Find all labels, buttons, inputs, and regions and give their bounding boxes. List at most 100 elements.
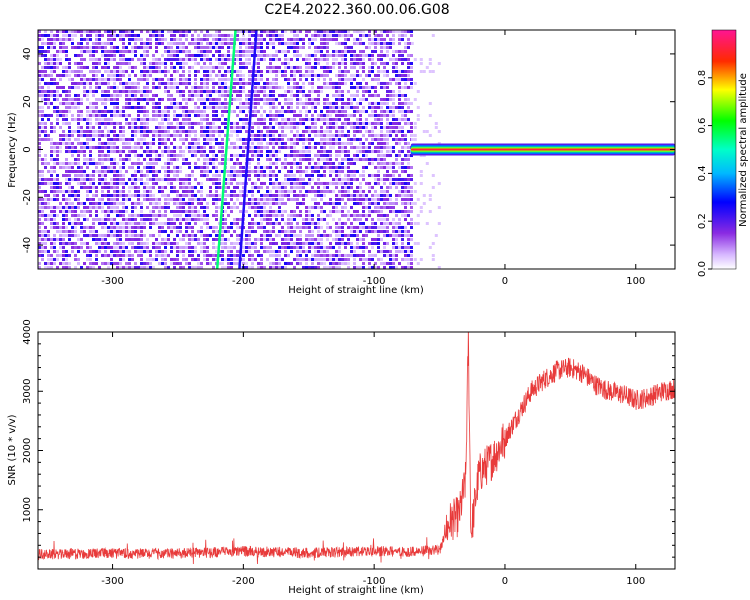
spectrogram-cell <box>263 54 266 57</box>
spectrogram-cell <box>293 158 296 161</box>
spectrogram-cell <box>272 262 275 265</box>
spectrogram-cell <box>287 102 290 105</box>
spectrogram-cell <box>110 114 113 117</box>
spectrogram-cell <box>176 170 179 173</box>
spectrogram-cell <box>371 54 374 57</box>
spectrogram-cell <box>305 250 308 253</box>
spectrogram-cell <box>131 50 134 53</box>
spectrogram-cell <box>113 34 116 37</box>
spectrogram-cell <box>194 146 197 149</box>
spectrogram-cell <box>47 50 50 53</box>
spectrogram-cell <box>122 258 125 261</box>
spectrogram-cell <box>137 146 140 149</box>
spectrogram-cell <box>320 246 323 249</box>
spectrogram-cell <box>251 194 254 197</box>
spectrogram-cell <box>242 126 245 129</box>
spectrogram-cell <box>194 162 197 165</box>
spectrogram-cell <box>374 210 377 213</box>
spectrogram-cell <box>182 250 185 253</box>
spectrogram-cell <box>230 182 233 185</box>
spectrogram-cell <box>65 150 68 153</box>
spectrogram-cell <box>65 170 68 173</box>
spectrogram-cell <box>188 50 191 53</box>
spectrogram-cell <box>137 38 140 41</box>
spectrogram-cell <box>50 262 53 265</box>
spectrogram-cell <box>104 154 107 157</box>
spectrogram-cell <box>221 250 224 253</box>
spectrogram-cell <box>287 198 290 201</box>
spectrogram-cell <box>344 66 347 69</box>
spectrogram-cell <box>356 146 359 149</box>
spectrogram-cell <box>80 238 83 241</box>
spectrogram-cell <box>341 78 344 81</box>
spectrogram-cell <box>77 138 80 141</box>
spectrogram-cell <box>272 78 275 81</box>
spectrogram-cell <box>134 150 137 153</box>
spectrogram-cell <box>278 186 281 189</box>
spectrogram-cell <box>380 238 383 241</box>
spectrogram-cell <box>311 254 314 257</box>
spectrogram-cell <box>374 158 377 161</box>
spectrogram-cell <box>362 98 365 101</box>
spectrogram-cell <box>161 38 164 41</box>
spectrogram-cell <box>104 110 107 113</box>
spectrogram-cell <box>62 226 65 229</box>
spectrogram-cell <box>224 118 227 121</box>
spectrogram-cell <box>338 54 341 57</box>
spectrogram-cell <box>374 78 377 81</box>
spectrogram-cell <box>83 146 86 149</box>
spectrogram-cell <box>62 38 65 41</box>
spectrogram-cell <box>320 38 323 41</box>
spectrogram-cell <box>281 242 284 245</box>
spectrogram-cell <box>86 42 89 45</box>
spectrogram-cell <box>95 46 98 49</box>
spectrogram-cell <box>257 206 260 209</box>
spectrogram-cell <box>56 54 59 57</box>
spectrogram-cell <box>176 46 179 49</box>
spectrogram-cell <box>68 70 71 73</box>
spectrogram-cell <box>95 58 98 61</box>
spectrogram-cell <box>266 258 269 261</box>
spectrogram-cell <box>275 106 278 109</box>
spectrogram-cell <box>119 230 122 233</box>
spectrogram-cell <box>173 166 176 169</box>
spectrogram-cell <box>104 134 107 137</box>
spectrogram-cell <box>272 142 275 145</box>
spectrogram-cell <box>59 166 62 169</box>
spectrogram-cell <box>371 86 374 89</box>
spectrogram-cell <box>254 198 257 201</box>
spectrogram-cell <box>302 42 305 45</box>
spectrogram-cell <box>305 214 308 217</box>
spectrogram-cell <box>236 74 239 77</box>
spectrogram-cell <box>278 214 281 217</box>
spectrogram-cell <box>221 38 224 41</box>
spectrogram-cell <box>140 250 143 253</box>
spectrogram-cell <box>260 262 263 265</box>
spectrogram-cell <box>140 218 143 221</box>
spectrogram-cell <box>275 142 278 145</box>
spectrogram-cell <box>299 86 302 89</box>
spectrogram-cell <box>338 174 341 177</box>
spectrogram-cell <box>275 202 278 205</box>
spectrogram-cell <box>296 42 299 45</box>
spectrogram-cell <box>344 178 347 181</box>
spectrogram-cell <box>134 106 137 109</box>
spectrogram-cell <box>308 166 311 169</box>
spectrogram-cell <box>383 30 386 33</box>
spectrogram-cell <box>296 58 299 61</box>
spectrogram-cell <box>83 142 86 145</box>
spectrogram-cell <box>143 242 146 245</box>
spectrogram-cell <box>314 58 317 61</box>
spectrogram-cell <box>56 154 59 157</box>
spectrogram-cell <box>44 162 47 165</box>
spectrogram-cell <box>329 154 332 157</box>
spectrogram-cell <box>38 206 41 209</box>
spectrogram-cell <box>296 106 299 109</box>
spectrogram-cell <box>380 258 383 261</box>
spectrogram-cell <box>308 46 311 49</box>
spectrogram-cell <box>332 50 335 53</box>
spectrogram-cell <box>380 158 383 161</box>
spectrogram-cell <box>383 98 386 101</box>
spectrogram-cell <box>128 214 131 217</box>
spectrogram-cell <box>350 214 353 217</box>
